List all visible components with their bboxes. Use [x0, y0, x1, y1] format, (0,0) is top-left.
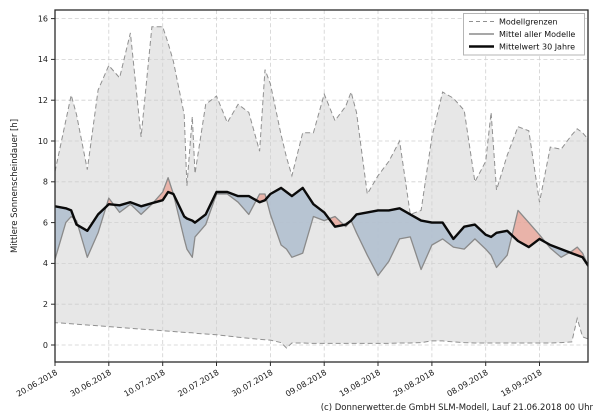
x-tick-label: 20.06.2018	[15, 368, 59, 399]
y-tick-label: 4	[43, 259, 48, 268]
legend-box	[463, 13, 585, 56]
model-range-band	[55, 26, 588, 349]
legend-label: Mittel aller Modelle	[499, 30, 575, 39]
x-tick-label: 19.08.2018	[338, 368, 382, 399]
legend-label: Modellgrenzen	[499, 17, 558, 26]
y-tick-label: 12	[38, 96, 48, 105]
y-tick-label: 14	[38, 55, 48, 64]
x-tick-label: 29.08.2018	[392, 368, 436, 399]
y-tick-labels: 0 2 4 6 8 10 12 14 16	[38, 14, 55, 350]
y-tick-label: 0	[43, 341, 48, 350]
y-tick-label: 2	[43, 300, 48, 309]
y-axis-label: Mittlere Sonnenscheindauer [h]	[10, 118, 20, 254]
model-mean-line	[55, 177, 588, 277]
x-tick-label: 18.09.2018	[499, 368, 543, 399]
copyright-text: (c) Donnerwetter.de GmbH SLM-Modell, Lau…	[320, 403, 593, 413]
x-tick-label: 08.09.2018	[446, 368, 490, 399]
x-tick-label: 30.07.2018	[230, 368, 274, 399]
plot-area	[55, 10, 588, 362]
x-tick-label: 30.06.2018	[69, 368, 113, 399]
gridlines	[55, 10, 588, 362]
y-tick-label: 6	[43, 218, 48, 227]
model-range-boundary-line	[55, 26, 588, 349]
x-tick-label: 09.08.2018	[284, 368, 328, 399]
y-tick-label: 8	[43, 178, 48, 187]
y-tick-label: 16	[38, 14, 48, 23]
plot-border	[54, 9, 589, 363]
legend-label: Mittelwert 30 Jahre	[499, 42, 575, 51]
mean30-line	[55, 186, 588, 267]
x-tick-labels: 20.06.2018 30.06.2018 10.07.2018 20.07.2018…	[15, 362, 544, 399]
x-tick-label: 10.07.2018	[123, 368, 167, 399]
legend: Modellgrenzen Mittel aller Modelle Mittelw…	[463, 13, 585, 56]
y-tick-label: 10	[38, 137, 48, 146]
x-tick-label: 20.07.2018	[176, 368, 220, 399]
